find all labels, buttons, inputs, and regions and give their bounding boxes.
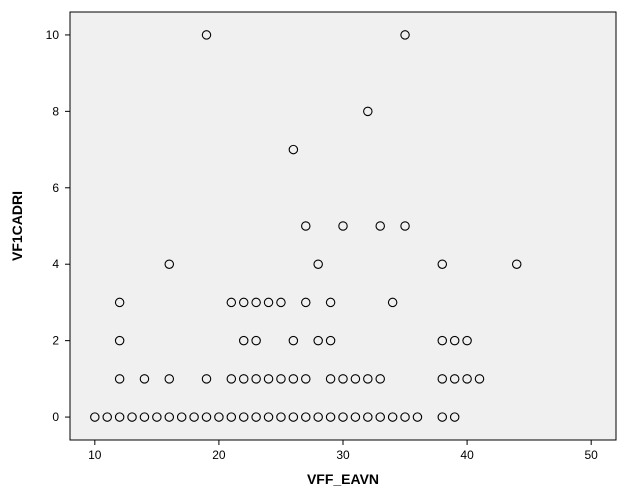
y-tick-label: 6 [52, 181, 59, 195]
x-tick-label: 30 [336, 448, 350, 462]
y-tick-label: 8 [52, 104, 59, 118]
y-tick-label: 2 [52, 334, 59, 348]
scatter-chart: 10 20 30 40 50 0 2 4 6 8 10 VFF_EAVN VF1CADRI [0, 0, 626, 501]
y-tick-label: 10 [46, 28, 60, 42]
x-tick-label: 40 [460, 448, 474, 462]
chart-svg: 10 20 30 40 50 0 2 4 6 8 10 VFF_EAVN VF1CADRI [0, 0, 626, 501]
x-tick-label: 10 [88, 448, 102, 462]
y-tick-label: 4 [52, 257, 59, 271]
x-tick-label: 50 [585, 448, 599, 462]
y-tick-label: 0 [52, 410, 59, 424]
plot-area [70, 12, 616, 440]
x-axis-label: VFF_EAVN [307, 471, 379, 487]
y-axis-label: VF1CADRI [9, 191, 25, 261]
x-tick-label: 20 [212, 448, 226, 462]
